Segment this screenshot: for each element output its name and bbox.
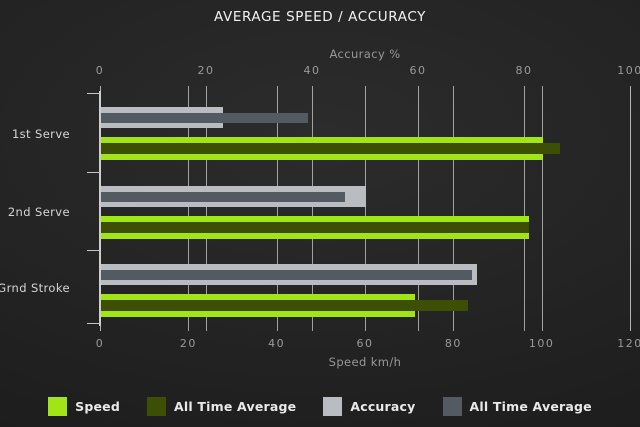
bar-all-time-average-2nd-serve bbox=[101, 222, 530, 233]
chart-title: AVERAGE SPEED / ACCURACY bbox=[214, 9, 426, 25]
bottom-tick-label-60: 60 bbox=[356, 337, 374, 350]
bar-all-time-average-2nd-serve bbox=[101, 191, 345, 202]
category-tick-2 bbox=[87, 250, 100, 251]
legend-label-0: Speed bbox=[75, 398, 120, 414]
legend-item-all-time-average-3: All Time Average bbox=[442, 396, 592, 416]
legend: Speed All Time Average Accuracy All Time Av… bbox=[0, 394, 640, 418]
gridline-bottom-20 bbox=[188, 86, 190, 331]
bottom-tick-label-40: 40 bbox=[268, 337, 286, 350]
legend-label-3: All Time Average bbox=[469, 398, 592, 414]
legend-item-speed-0: Speed bbox=[48, 396, 120, 416]
bar-all-time-average-1st-serve bbox=[101, 143, 561, 154]
bottom-axis-title: Speed km/h bbox=[328, 355, 402, 369]
category-tick-1 bbox=[87, 172, 100, 173]
bottom-tick-label-80: 80 bbox=[444, 337, 462, 350]
bottom-tick-label-20: 20 bbox=[179, 337, 197, 350]
legend-swatch-3 bbox=[442, 396, 462, 416]
bottom-tick-label-0: 0 bbox=[95, 337, 105, 350]
category-tick-0 bbox=[87, 93, 100, 94]
legend-label-1: All Time Average bbox=[174, 398, 297, 414]
category-label-1st-serve: 1st Serve bbox=[11, 126, 70, 141]
gridline-top-60 bbox=[418, 86, 419, 331]
category-tick-3 bbox=[87, 323, 100, 324]
gridline-bottom-100 bbox=[541, 86, 543, 331]
gridline-top-20 bbox=[206, 86, 207, 331]
category-label-grnd-stroke: Grnd Stroke bbox=[0, 280, 70, 295]
legend-item-accuracy-2: Accuracy bbox=[323, 396, 416, 416]
top-tick-label-20: 20 bbox=[197, 64, 215, 77]
gridline-top-100 bbox=[630, 86, 631, 331]
category-labels: 1st Serve 2nd Serve Grnd Stroke bbox=[0, 86, 84, 331]
gridline-bottom-60 bbox=[365, 86, 366, 331]
top-tick-label-60: 60 bbox=[409, 64, 427, 77]
gridline-top-40 bbox=[312, 86, 313, 331]
bottom-tick-label-120: 120 bbox=[617, 337, 640, 350]
bottom-axis-ticks: 0 20 40 60 80 100 120 bbox=[96, 337, 640, 351]
legend-label-2: Accuracy bbox=[350, 398, 416, 414]
legend-swatch-1 bbox=[147, 396, 166, 416]
legend-swatch-2 bbox=[323, 396, 343, 416]
category-label-2nd-serve: 2nd Serve bbox=[7, 205, 70, 219]
gridline-top-80 bbox=[524, 86, 525, 331]
top-axis-ticks: 0 20 40 60 80 100 bbox=[96, 64, 640, 78]
legend-swatch-0 bbox=[48, 396, 68, 416]
top-tick-label-80: 80 bbox=[515, 64, 533, 77]
gridline-bottom-40 bbox=[276, 86, 278, 331]
bar-all-time-average-1st-serve bbox=[101, 112, 308, 123]
bottom-tick-label-100: 100 bbox=[528, 337, 555, 350]
bar-all-time-average-grnd-stroke bbox=[101, 300, 468, 311]
y-axis-line bbox=[99, 91, 101, 326]
plot-area bbox=[87, 86, 631, 331]
top-tick-label-100: 100 bbox=[617, 64, 640, 77]
top-tick-label-40: 40 bbox=[303, 64, 321, 77]
top-axis-title: Accuracy % bbox=[329, 47, 401, 61]
top-tick-label-0: 0 bbox=[95, 64, 105, 77]
gridline-bottom-80 bbox=[453, 86, 455, 331]
bar-all-time-average-grnd-stroke bbox=[101, 269, 472, 280]
legend-item-all-time-average-1: All Time Average bbox=[147, 396, 297, 416]
